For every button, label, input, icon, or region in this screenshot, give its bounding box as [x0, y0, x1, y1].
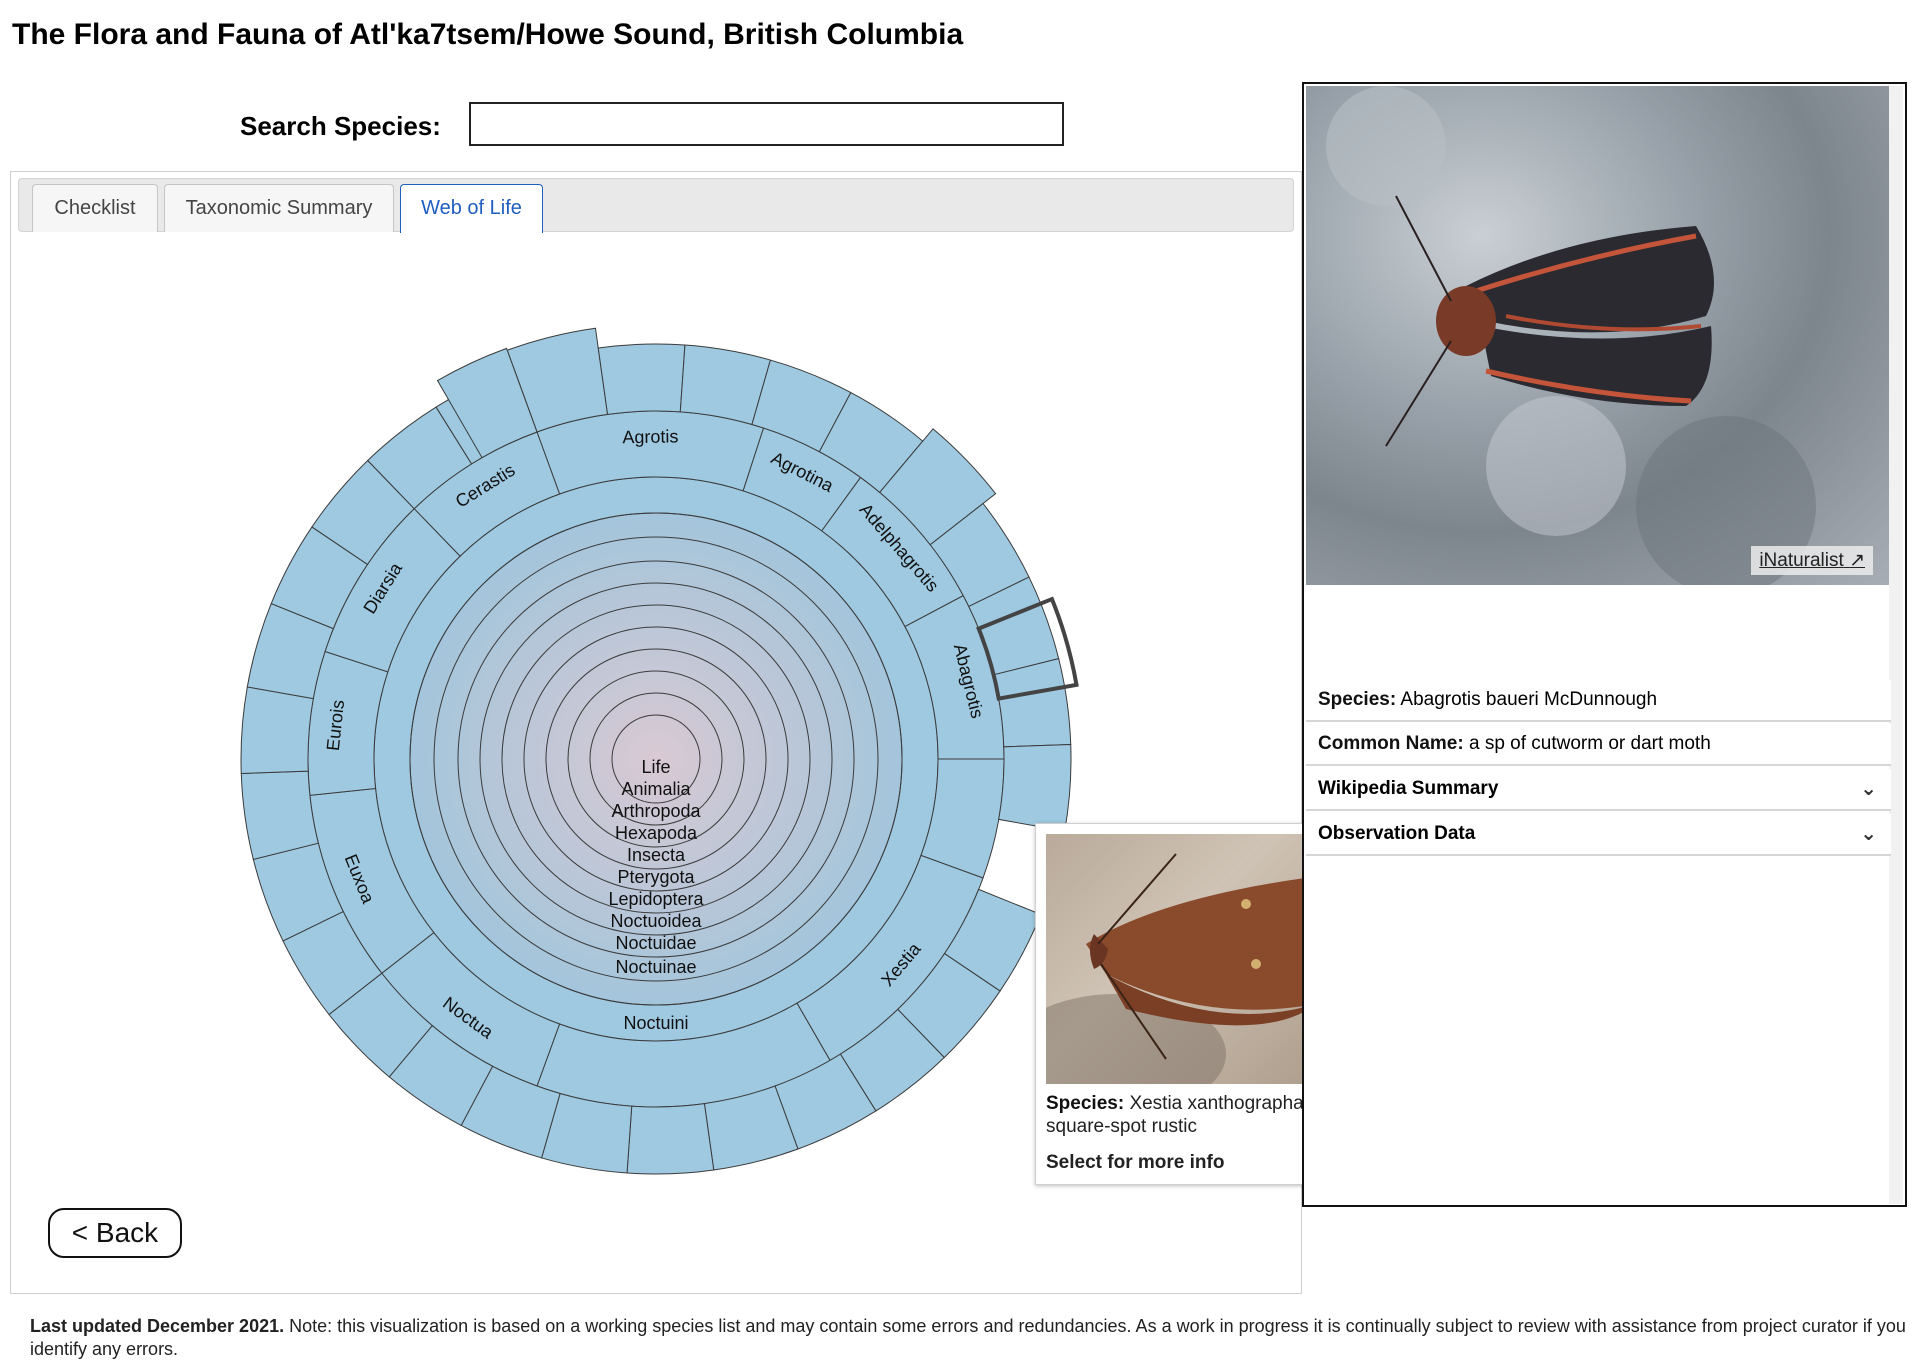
ring-noctuoidea: [479, 582, 833, 936]
search-label: Search Species:: [240, 111, 441, 141]
species-row: Species: Abagrotis baueri McDunnough: [1306, 680, 1891, 722]
tooltip-more-info[interactable]: Select for more info: [1046, 1152, 1225, 1173]
lineage-label-arthropoda: Arthropoda: [611, 801, 701, 821]
lineage-label-noctuoidea: Noctuoidea: [610, 911, 702, 931]
ring-animalia: [611, 714, 701, 804]
ring-pterygota: [523, 626, 789, 892]
ring-noctuinae: [433, 536, 879, 982]
search-input[interactable]: [469, 102, 1064, 146]
chevron-down-icon: ⌄: [1860, 778, 1877, 800]
tab-bar: Checklist Taxonomic Summary Web of Life: [18, 178, 1294, 233]
ring-level: [409, 512, 903, 1006]
lineage-label-animalia: Animalia: [621, 779, 691, 799]
scrollbar[interactable]: [1889, 86, 1903, 1204]
ring-insecta: [545, 648, 767, 870]
species-segment[interactable]: [436, 347, 538, 459]
ring-hexapoda: [567, 670, 745, 848]
tab-checklist[interactable]: Checklist: [32, 184, 158, 232]
species-photo: iNaturalist ↗: [1306, 86, 1891, 585]
ring-arthropoda: [589, 692, 723, 826]
lineage-label-pterygota: Pterygota: [617, 867, 695, 887]
observation-data-toggle[interactable]: Observation Data ⌄: [1306, 814, 1891, 856]
lineage-label-insecta: Insecta: [627, 845, 686, 865]
highlighted-species-segment[interactable]: [976, 596, 1079, 701]
species-segment[interactable]: [626, 1103, 715, 1175]
species-segment[interactable]: [597, 343, 686, 415]
species-segment[interactable]: [240, 686, 314, 775]
tribe-label: Noctuini: [623, 1013, 688, 1033]
footer-note: Last updated December 2021. Note: this v…: [30, 1316, 1906, 1359]
chevron-down-icon: ⌄: [1860, 823, 1877, 845]
moth-photo-icon: [1046, 853, 1339, 1084]
species-detail-panel: iNaturalist ↗ Species: Abagrotis baueri …: [1302, 82, 1907, 1207]
moth-photo-icon: [1326, 86, 1816, 585]
page-title: The Flora and Fauna of Atl'ka7tsem/Howe …: [12, 18, 964, 51]
wikipedia-summary-toggle[interactable]: Wikipedia Summary ⌄: [1306, 769, 1891, 811]
lineage-label-noctuinae: Noctuinae: [615, 957, 696, 977]
lineage-label-life: Life: [641, 757, 670, 777]
lineage-label-hexapoda: Hexapoda: [615, 823, 698, 843]
tab-taxonomic-summary[interactable]: Taxonomic Summary: [164, 184, 394, 232]
inaturalist-link[interactable]: iNaturalist ↗: [1751, 546, 1873, 575]
species-segment[interactable]: [998, 743, 1072, 832]
ring-lepidoptera: [501, 604, 811, 914]
species-segment[interactable]: [993, 657, 1072, 748]
species-segment[interactable]: [240, 770, 319, 861]
tab-web-of-life[interactable]: Web of Life: [400, 184, 543, 233]
main-panel: Checklist Taxonomic Summary Web of Life …: [10, 171, 1302, 1294]
back-button[interactable]: < Back: [48, 1208, 182, 1258]
lineage-label-noctuidae: Noctuidae: [615, 933, 696, 953]
external-link-icon: ↗: [1849, 550, 1865, 571]
sunburst-chart[interactable]: LifeAnimaliaArthropodaHexapodaInsectaPte…: [11, 172, 1301, 1292]
tooltip-species: Species: Xestia xanthographa / square-sp…: [1046, 1093, 1315, 1137]
lineage-label-lepidoptera: Lepidoptera: [608, 889, 704, 909]
genus-label-agrotis: Agrotis: [622, 426, 678, 447]
ring-noctuidae: [457, 560, 855, 958]
common-name-row: Common Name: a sp of cutworm or dart mot…: [1306, 724, 1891, 766]
